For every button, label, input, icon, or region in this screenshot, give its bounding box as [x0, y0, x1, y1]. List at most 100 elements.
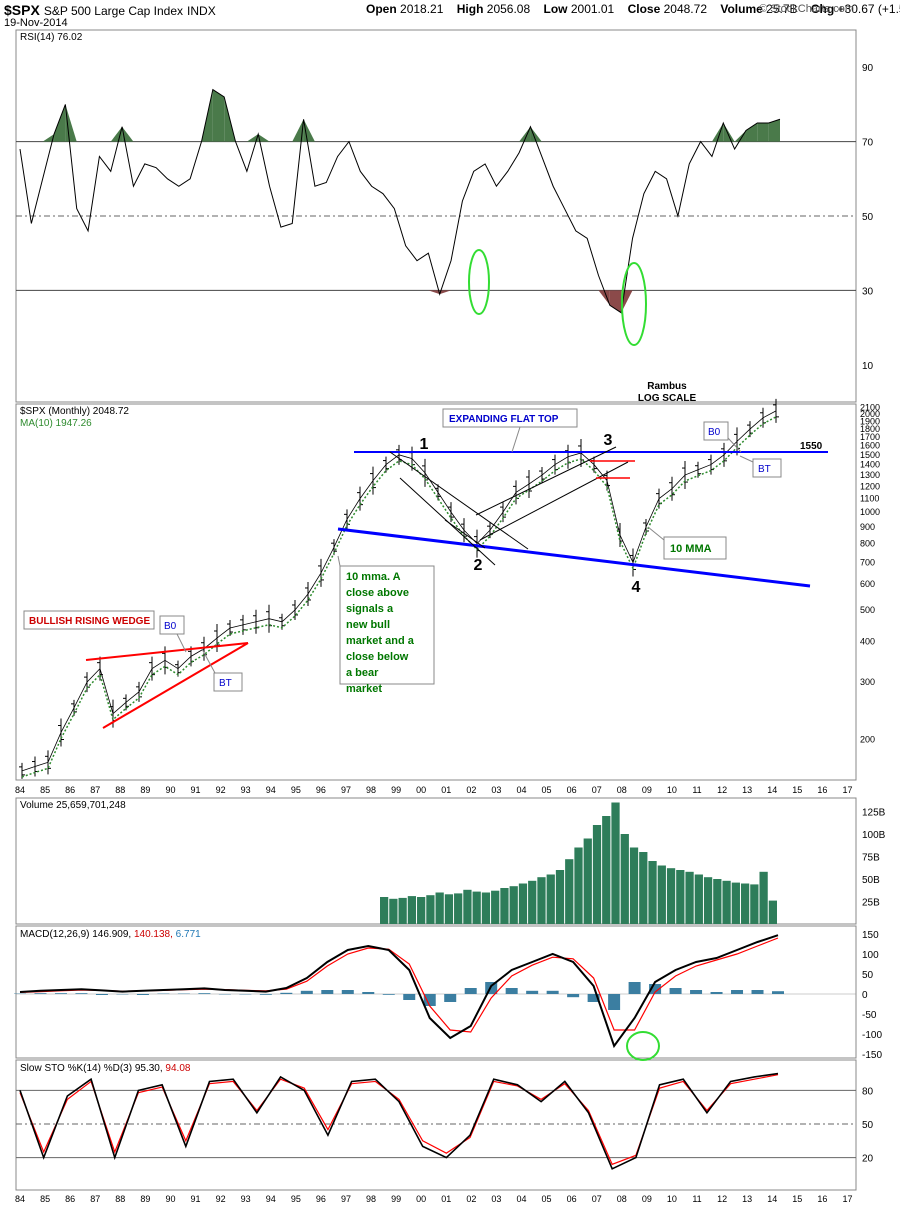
macd-histogram-bar: [690, 990, 703, 994]
rise-channel-lower: [479, 461, 629, 541]
volume-bar: [518, 883, 528, 924]
macd-histogram-bar: [628, 982, 641, 994]
sto-title: Slow STO %K(14) %D(3) 95.30, 94.08: [20, 1063, 191, 1074]
chart-header: $SPX S&P 500 Large Cap Index INDX 19-Nov-2…: [0, 0, 900, 30]
panel-frame-px: [15, 403, 857, 781]
bo-pointer-1: [176, 633, 187, 653]
macd-tick-label: -100: [862, 1030, 882, 1041]
volume-tick-label: 125B: [862, 808, 886, 819]
macd-circle-2009: [626, 1031, 660, 1061]
price-x-label: 06: [567, 785, 577, 795]
price-x-label: 99: [391, 785, 401, 795]
rsi-circle-2002: [468, 249, 490, 315]
bt-box-1: [213, 672, 243, 692]
volume-bar: [454, 893, 463, 924]
sto-x-label: 00: [416, 1194, 426, 1204]
sto-x-label: 98: [366, 1194, 376, 1204]
bo-label-1: B0: [164, 621, 177, 632]
rise-channel-upper: [475, 446, 617, 516]
price-x-label: 86: [65, 785, 75, 795]
price-x-label: 03: [491, 785, 501, 795]
sto-x-label: 93: [241, 1194, 251, 1204]
bo-box-2: [703, 421, 729, 441]
price-tick-label: 2000: [860, 409, 880, 419]
high-label: High: [456, 2, 484, 16]
bt-box-2: [752, 458, 782, 478]
macd-histogram-bar: [136, 994, 149, 995]
volume-bar: [380, 897, 389, 924]
log-scale-label: LOG SCALE: [638, 393, 697, 404]
bt-label-2: BT: [758, 464, 771, 475]
sto-tick-label: 50: [862, 1120, 874, 1131]
macd-title-part: 140.138,: [131, 929, 173, 940]
rsi-overbought-fill: [768, 119, 780, 142]
volume-bar: [768, 900, 777, 924]
mma-note-line: a bear: [346, 667, 379, 679]
rsi-overbought-fill: [757, 123, 769, 142]
price-x-label: 10: [667, 785, 677, 795]
price-tick-label: 500: [860, 605, 875, 615]
ma10-line: [21, 416, 777, 778]
sto-x-label: 16: [817, 1194, 827, 1204]
macd-histogram-bar: [608, 994, 621, 1010]
point-2-label: 2: [474, 557, 483, 574]
price-x-label: 00: [416, 785, 426, 795]
volume-bar: [463, 889, 472, 924]
volume-bar: [398, 897, 407, 924]
rsi-title: RSI(14) 76.02: [20, 32, 83, 43]
price-x-label: 97: [341, 785, 351, 795]
volume-bar: [444, 894, 454, 924]
price-tick-label: 1100: [860, 494, 879, 504]
sto-x-label: 95: [291, 1194, 301, 1204]
volume-bar: [491, 890, 500, 924]
price-x-label: 92: [216, 785, 226, 795]
price-x-label: 85: [40, 785, 50, 795]
sto-x-label: 05: [542, 1194, 552, 1204]
sto-x-label: 97: [341, 1194, 351, 1204]
macd-histogram-bar: [567, 994, 580, 998]
sto-x-label: 87: [90, 1194, 100, 1204]
expanding-flat-top-label: EXPANDING FLAT TOP: [449, 414, 559, 425]
macd-histogram-bar: [731, 990, 744, 994]
mma-note-line: market: [346, 683, 382, 695]
price-x-label: 98: [366, 785, 376, 795]
volume-bar: [759, 871, 768, 924]
macd-histogram-bar: [34, 993, 47, 994]
price-x-label: 01: [441, 785, 451, 795]
macd-histogram-bar: [751, 990, 764, 994]
macd-histogram-bar: [423, 994, 436, 1006]
volume-value: 25.7B: [766, 2, 798, 16]
volume-label: Volume: [720, 2, 763, 16]
expanding-flat-top-box: [442, 408, 578, 428]
macd-line: [19, 934, 779, 1049]
index-name: S&P 500 Large Cap Index: [43, 4, 184, 18]
volume-bar: [629, 847, 639, 924]
volume-bar: [481, 892, 491, 924]
price-tick-label: 1500: [860, 450, 880, 460]
macd-histogram-bar: [526, 990, 539, 994]
macd-histogram-bar: [772, 991, 784, 994]
price-x-label: 05: [542, 785, 552, 795]
volume-bar: [657, 865, 666, 924]
volume-bar: [685, 871, 694, 924]
macd-histogram-bar: [300, 990, 313, 994]
volume-tick-label: 25B: [862, 898, 880, 909]
price-x-label: 93: [241, 785, 251, 795]
open-label: Open: [366, 2, 397, 16]
macd-histogram-bar: [362, 992, 375, 994]
volume-bar: [731, 882, 740, 924]
lower-trendline: [337, 527, 811, 588]
volume-bar: [703, 877, 713, 924]
sto-x-label: 10: [667, 1194, 677, 1204]
sto-x-label: 13: [742, 1194, 752, 1204]
sto-x-label: 06: [567, 1194, 577, 1204]
price-x-label: 14: [767, 785, 777, 795]
point-1-label: 1: [420, 436, 429, 453]
sto-x-label: 03: [491, 1194, 501, 1204]
price-tick-label: 700: [860, 557, 875, 567]
price-x-label: 90: [165, 785, 175, 795]
price-tick-label: 2100: [860, 402, 880, 412]
rsi-overbought-fill: [519, 126, 531, 142]
price-x-label: 84: [15, 785, 25, 795]
macd-tick-label: 100: [862, 950, 879, 961]
